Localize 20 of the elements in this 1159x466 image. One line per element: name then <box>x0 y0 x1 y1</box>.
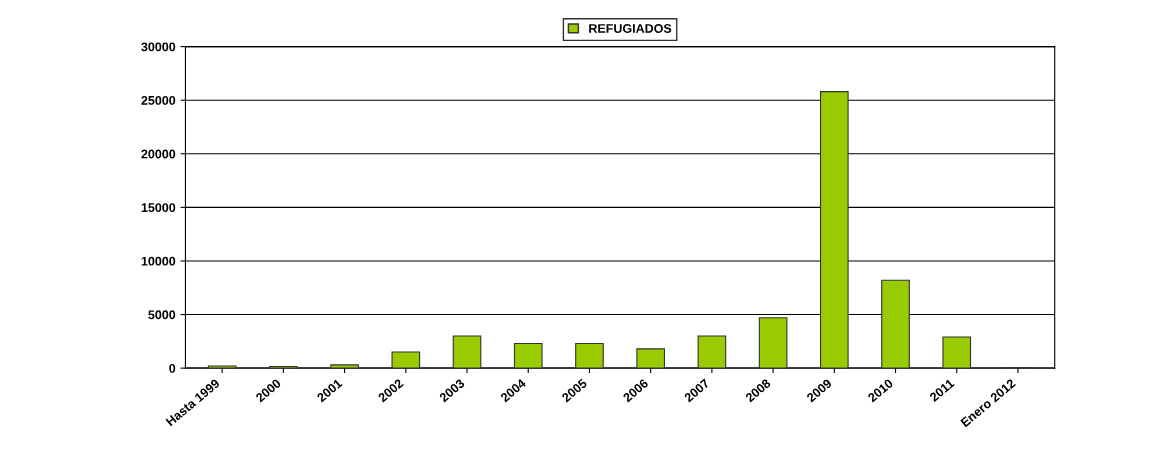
y-tick-label: 30000 <box>141 42 176 52</box>
bar <box>819 91 849 369</box>
y-tick-label: 0 <box>169 363 176 373</box>
y-tick-label: 20000 <box>141 149 176 159</box>
bar <box>697 335 727 369</box>
bar <box>942 336 972 369</box>
bar <box>330 364 359 369</box>
y-tick-label: 10000 <box>141 256 176 266</box>
y-tick-label: 15000 <box>141 203 176 213</box>
bar <box>452 335 482 369</box>
bar <box>575 342 604 369</box>
bar <box>391 351 421 369</box>
bar <box>758 317 788 369</box>
legend-label: REFUGIADOS <box>589 24 672 33</box>
y-tick-label: 5000 <box>148 310 176 320</box>
y-tick-label: 25000 <box>141 95 176 105</box>
bar <box>636 348 666 369</box>
bar <box>513 342 543 369</box>
bar <box>881 279 910 369</box>
bar <box>207 365 237 369</box>
